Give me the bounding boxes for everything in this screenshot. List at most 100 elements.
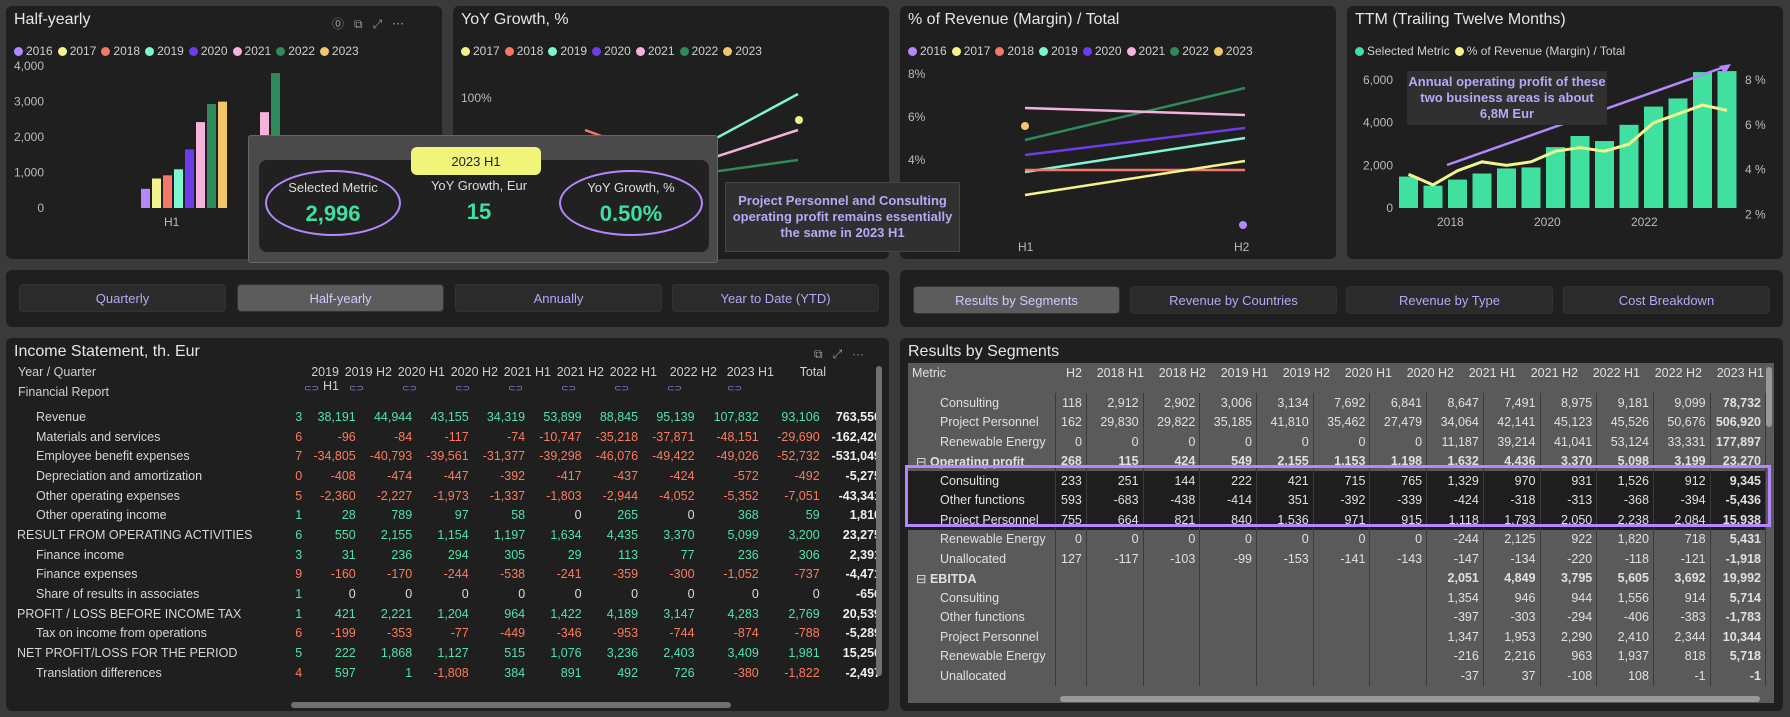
half-legend-item[interactable]: 2022 xyxy=(276,44,315,58)
link-icon[interactable]: ⊂⊃ xyxy=(455,383,471,393)
segments-column-header[interactable]: 2021 H1 xyxy=(1468,366,1516,380)
link-icon[interactable]: ⊂⊃ xyxy=(727,383,743,393)
margin-legend-item[interactable]: 2017 xyxy=(951,44,990,58)
segments-column-header[interactable]: H2 xyxy=(1066,366,1082,380)
table-row[interactable]: Consulting 1,354 946 944 1,556 914 5,714 xyxy=(908,588,1767,608)
margin-legend-item[interactable]: 2022 xyxy=(1170,44,1209,58)
cost-breakdown-button[interactable]: Cost Breakdown xyxy=(1563,286,1770,314)
yoy-legend-item[interactable]: 2021 xyxy=(635,44,675,58)
link-icon[interactable]: ⊂⊃ xyxy=(508,383,524,393)
table-row[interactable]: Unallocated -37 37 -108 108 -1 -1 xyxy=(908,666,1767,686)
segments-column-header[interactable]: 2018 H1 xyxy=(1096,366,1144,380)
income-horizontal-scrollbar[interactable] xyxy=(291,702,731,708)
segments-column-header[interactable]: 2018 H2 xyxy=(1158,366,1206,380)
table-row[interactable]: Other operating expenses 5 -2,360 -2,227 -1,… xyxy=(14,486,884,506)
half-legend-item[interactable]: 2017 xyxy=(57,44,96,58)
yoy-legend-item[interactable]: 2020 xyxy=(592,44,631,58)
revenue-by-type-button[interactable]: Revenue by Type xyxy=(1346,286,1553,314)
income-column-header[interactable]: 2019 H1 xyxy=(311,365,339,393)
yoy-legend-item[interactable]: 2022 xyxy=(679,44,718,58)
link-icon[interactable]: ⊂⊃ xyxy=(614,383,630,393)
segments-horizontal-scrollbar[interactable] xyxy=(1060,696,1760,702)
table-row[interactable]: Share of results in associates 1 0 0 0 0 0 0 0 0 0… xyxy=(14,584,884,604)
ytd-button[interactable]: Year to Date (YTD) xyxy=(672,284,879,312)
link-icon[interactable]: ⊂⊃ xyxy=(349,383,365,393)
half-yearly-button[interactable]: Half-yearly xyxy=(237,284,444,312)
income-column-header[interactable]: Total xyxy=(799,365,826,379)
margin-legend-item[interactable]: 2019 xyxy=(1039,44,1078,58)
table-row[interactable]: Revenue 3 38,191 44,944 43,155 34,319 53,899 88… xyxy=(14,407,884,427)
results-by-segments-button[interactable]: Results by Segments xyxy=(913,286,1120,314)
table-row[interactable]: Renewable Energy 0 0 0 0 0 0 0 11,187 39,214 41,04… xyxy=(908,432,1767,452)
segments-column-header[interactable]: 2022 H1 xyxy=(1592,366,1640,380)
table-row[interactable]: Project Personnel 162 29,830 29,822 35,185 41… xyxy=(908,412,1767,432)
yoy-legend-item[interactable]: 2019 xyxy=(548,44,587,58)
yoy-legend-item[interactable]: 2018 xyxy=(504,44,543,58)
income-column-header[interactable]: 2021 H2 xyxy=(556,365,604,379)
half-legend-item[interactable]: 2019 xyxy=(145,44,184,58)
table-row[interactable]: Translation differences 4 597 1 -1,808 384 891… xyxy=(14,663,884,683)
margin-legend-item[interactable]: 2021 xyxy=(1126,44,1165,58)
table-row[interactable]: PROFIT / LOSS BEFORE INCOME TAX 1 421 2,221… xyxy=(14,604,884,624)
income-column-header[interactable]: 2023 H1 xyxy=(726,365,774,379)
income-column-header[interactable]: 2020 H2 xyxy=(450,365,498,379)
segments-column-header[interactable]: 2020 H1 xyxy=(1344,366,1392,380)
yoy-legend-item[interactable]: 2017 xyxy=(461,44,500,58)
segments-column-header[interactable]: 2019 H2 xyxy=(1282,366,1330,380)
revenue-by-countries-button[interactable]: Revenue by Countries xyxy=(1130,286,1337,314)
quarterly-button[interactable]: Quarterly xyxy=(19,284,226,312)
link-icon[interactable]: ⊂⊃ xyxy=(667,383,683,393)
income-column-header[interactable]: 2021 H1 xyxy=(503,365,551,379)
table-row[interactable]: Other functions 593 -683 -438 -414 351 -392 -33… xyxy=(908,490,1767,510)
visual-header-icons[interactable]: ⓪⧉⤢⋯ xyxy=(332,17,415,31)
table-row[interactable]: Renewable Energy 0 0 0 0 0 0 0 -244 2,125 922 1,820… xyxy=(908,529,1767,549)
table-row[interactable]: Consulting 118 2,912 2,902 3,006 3,134 7,692 6,… xyxy=(908,393,1767,413)
yoy-legend-item[interactable]: 2023 xyxy=(723,44,762,58)
half-legend-item[interactable]: 2016 xyxy=(14,44,53,58)
segments-column-header[interactable]: 2023 H1 xyxy=(1716,366,1764,380)
segments-column-header[interactable]: 2022 H2 xyxy=(1654,366,1702,380)
segments-column-header[interactable]: 2021 H2 xyxy=(1530,366,1578,380)
income-column-header[interactable]: 2022 H2 xyxy=(669,365,717,379)
table-row[interactable]: Other operating income 1 28 789 97 58 0 265 0 368… xyxy=(14,505,884,525)
table-row[interactable]: RESULT FROM OPERATING ACTIVITIES 6 550 2,15… xyxy=(14,525,884,545)
ttm-legend-item[interactable]: % of Revenue (Margin) / Total xyxy=(1454,44,1625,58)
table-row[interactable]: Finance expenses 9 -160 -170 -244 -538 -241 -35… xyxy=(14,565,884,585)
half-legend-item[interactable]: 2018 xyxy=(101,44,140,58)
table-row[interactable]: Unallocated 127 -117 -103 -99 -153 -141 -143 -14… xyxy=(908,549,1767,569)
annually-button[interactable]: Annually xyxy=(455,284,662,312)
table-row[interactable]: Employee benefit expenses 7 -34,805 -40,793… xyxy=(14,446,884,466)
income-column-header[interactable]: 2022 H1 xyxy=(609,365,657,379)
collapse-icon[interactable]: ⊟ xyxy=(916,571,930,586)
table-row[interactable]: Project Personnel 1,347 1,953 2,290 2,410 2,3… xyxy=(908,627,1767,647)
margin-legend-item[interactable]: 2023 xyxy=(1213,44,1253,58)
table-row[interactable]: Tax on income from operations 6 -199 -353 -7… xyxy=(14,624,884,644)
table-row[interactable]: NET PROFIT/LOSS FOR THE PERIOD 5 222 1,868 1… xyxy=(14,643,884,663)
ttm-legend-item[interactable]: Selected Metric xyxy=(1355,44,1450,58)
table-row[interactable]: Other functions -397 -303 -294 -406 -383 -1,78… xyxy=(908,607,1767,627)
table-row[interactable]: Materials and services 6 -96 -84 -117 -74 -10,… xyxy=(14,427,884,447)
income-column-header[interactable]: 2019 H2 xyxy=(344,365,392,379)
table-row[interactable]: Depreciation and amortization 0 -408 -474 -4… xyxy=(14,466,884,486)
half-legend-item[interactable]: 2021 xyxy=(232,44,271,58)
visual-header-icons[interactable]: ⧉⤢⋯ xyxy=(814,347,875,361)
table-row[interactable]: Finance income 3 31 236 294 305 29 113 77 236 306 2… xyxy=(14,545,884,565)
link-icon[interactable]: ⊂⊃ xyxy=(304,383,320,393)
segments-column-header[interactable]: 2019 H1 xyxy=(1220,366,1268,380)
income-vertical-scrollbar[interactable] xyxy=(876,366,882,676)
link-icon[interactable]: ⊂⊃ xyxy=(402,383,418,393)
half-legend-item[interactable]: 2020 xyxy=(188,44,228,58)
table-row[interactable]: Consulting 233 251 144 222 421 715 765 1,329 970 9… xyxy=(908,471,1767,491)
collapse-icon[interactable]: ⊟ xyxy=(916,454,930,469)
table-row[interactable]: ⊟ EBITDA 2,051 4,849 3,795 5,605 3,692 19,992 xyxy=(908,568,1767,588)
margin-legend-item[interactable]: 2016 xyxy=(908,44,947,58)
half-legend-item[interactable]: 2023 xyxy=(319,44,359,58)
link-icon[interactable]: ⊂⊃ xyxy=(561,383,577,393)
table-row[interactable]: Renewable Energy -216 2,216 963 1,937 818 5,71… xyxy=(908,646,1767,666)
segments-column-header[interactable]: Total xyxy=(1772,366,1783,380)
segments-column-header[interactable]: 2020 H2 xyxy=(1406,366,1454,380)
income-column-header[interactable]: 2020 H1 xyxy=(397,365,445,379)
margin-legend-item[interactable]: 2020 xyxy=(1082,44,1122,58)
segments-vertical-scrollbar[interactable] xyxy=(1766,367,1772,427)
margin-legend-item[interactable]: 2018 xyxy=(995,44,1034,58)
